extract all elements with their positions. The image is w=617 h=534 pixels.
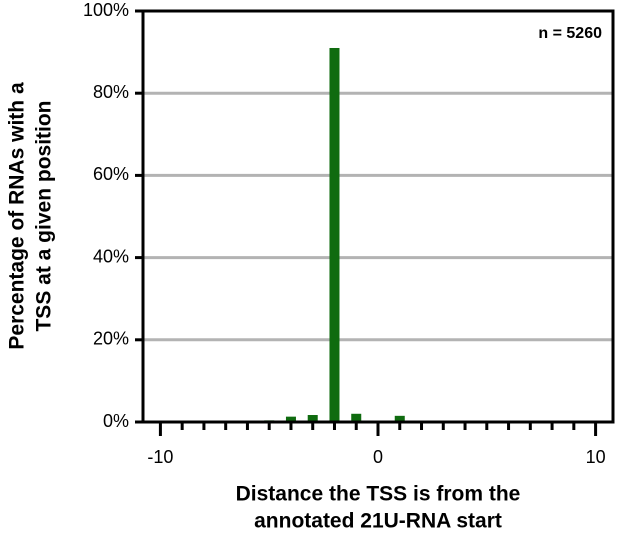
bar [307, 415, 318, 422]
x-tick-label: -10 [147, 447, 173, 467]
bar [351, 413, 362, 422]
x-tick-label: 0 [373, 447, 383, 467]
x-axis-label: Distance the TSS is from the [236, 483, 521, 506]
y-axis-label: Percentage of RNAs with a [6, 82, 29, 350]
y-tick-label: 60% [93, 164, 129, 184]
bar [394, 415, 405, 422]
bar [285, 416, 296, 422]
bar [329, 47, 340, 423]
y-tick-label: 20% [93, 329, 129, 349]
y-axis-label: TSS at a given position [33, 100, 56, 331]
y-tick-label: 100% [83, 0, 129, 20]
plot-frame [141, 9, 615, 424]
y-tick-label: 0% [103, 411, 129, 431]
annotation: n = 5260 [538, 25, 602, 42]
x-tick-label: 10 [586, 447, 606, 467]
y-tick-label: 40% [93, 246, 129, 266]
y-tick-label: 80% [93, 82, 129, 102]
x-axis-label: annotated 21U-RNA start [254, 510, 502, 533]
